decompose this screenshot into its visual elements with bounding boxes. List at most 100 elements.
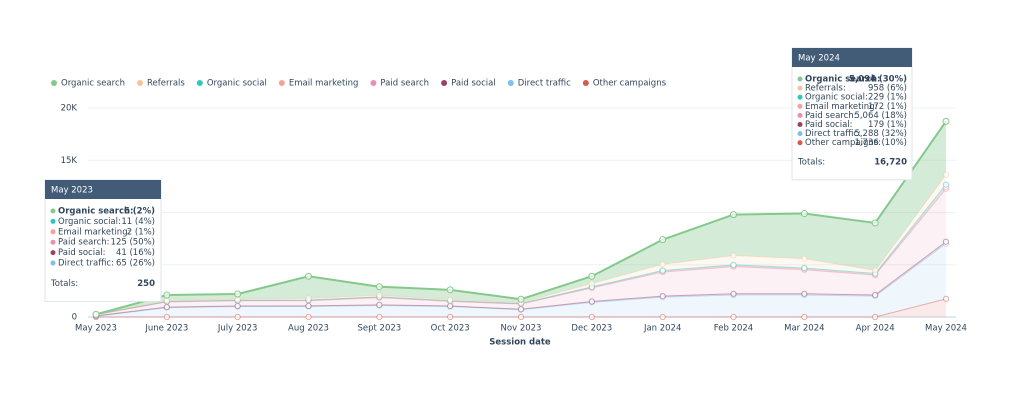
point <box>801 290 808 297</box>
x-tick-label: July 2023 <box>217 324 258 334</box>
point <box>234 302 241 310</box>
tooltip-row-value: 5,288 (32%) <box>854 129 907 139</box>
tooltip-row-name: Paid search: <box>805 111 857 121</box>
point <box>801 313 808 321</box>
point <box>942 117 950 125</box>
x-axis-title: Session date <box>489 338 551 348</box>
point <box>872 267 879 274</box>
tooltip-row-name: Referrals: <box>805 84 846 94</box>
legend-label: Paid search <box>380 79 429 89</box>
x-tick-label: June 2023 <box>144 324 188 334</box>
point <box>376 313 383 321</box>
point <box>659 293 666 300</box>
point <box>517 306 525 313</box>
tooltip-row-name: Paid search: <box>58 238 110 248</box>
point <box>801 264 808 272</box>
tooltip-row-value: 5,094 (30%) <box>849 75 907 85</box>
tooltip-row-value: 6 (2%) <box>124 207 155 217</box>
tooltip: May 2023 Organic search:6 (2%)Organic soc… <box>44 179 162 302</box>
point <box>872 313 879 321</box>
point <box>305 313 312 321</box>
point <box>447 313 454 321</box>
point <box>517 313 525 321</box>
point <box>588 280 595 287</box>
point <box>730 211 737 219</box>
legend-dot <box>370 80 377 86</box>
tooltip-row-name: Email marketing: <box>58 227 130 237</box>
point <box>234 313 241 321</box>
tooltip-row-value: 125 (50%) <box>111 238 155 248</box>
tooltip-dot <box>797 112 803 118</box>
tooltip: May 2024 Organic search:5,094 (30%)Referr… <box>791 47 913 181</box>
point <box>659 267 666 274</box>
legend-dot <box>582 80 589 86</box>
point <box>234 290 242 298</box>
x-tick-label: Dec 2023 <box>571 324 612 334</box>
tooltip-dot <box>50 260 56 266</box>
tooltip-body <box>791 47 913 181</box>
tooltip-row-name: Organic social: <box>805 93 868 103</box>
point <box>376 301 383 308</box>
x-tick-label: May 2024 <box>925 324 967 334</box>
tooltip-dot <box>50 218 56 224</box>
point <box>446 286 454 294</box>
tooltip-row-name: Paid social: <box>58 248 106 258</box>
x-tick-label: Mar 2024 <box>784 324 824 334</box>
point <box>942 295 950 302</box>
tooltip-dot <box>50 208 56 214</box>
point <box>305 272 312 280</box>
tooltip-row-name: Organic social: <box>58 217 121 227</box>
tooltip-dot <box>797 94 803 100</box>
point <box>659 313 666 321</box>
point <box>517 295 525 303</box>
tooltip-row-value: 41 (16%) <box>116 248 155 258</box>
point <box>588 313 595 321</box>
point <box>375 283 383 291</box>
x-tick-label: Nov 2023 <box>501 324 542 334</box>
legend-label: Organic search <box>61 79 125 89</box>
point <box>376 292 383 299</box>
tooltip-dot <box>797 122 803 127</box>
point <box>872 291 879 299</box>
tooltip-row-value: 1,736 (10%) <box>854 138 907 148</box>
tooltip-row-name: Email marketing: <box>805 102 877 112</box>
area-fill <box>96 188 946 316</box>
tooltip-row-value: 5,064 (18%) <box>854 111 907 121</box>
point <box>163 291 171 299</box>
tooltip-dot <box>50 229 56 235</box>
tooltip-total: 16,720 <box>874 157 907 167</box>
tooltip-title: May 2024 <box>798 54 840 64</box>
point <box>447 296 454 303</box>
legend-dot <box>278 80 285 86</box>
tooltip-totals-label: Totals: <box>797 157 825 167</box>
tooltip-dot <box>50 250 56 256</box>
tooltip-body <box>44 179 162 302</box>
point <box>800 210 808 218</box>
point <box>942 181 950 188</box>
legend-label: Direct traffic <box>518 79 571 89</box>
point <box>588 298 595 305</box>
x-tick-label: Oct 2023 <box>431 324 470 334</box>
tooltip-dot <box>797 85 803 91</box>
legend-dot <box>137 80 143 86</box>
x-tick-label: May 2023 <box>75 324 117 334</box>
legend-label: Email marketing <box>289 79 359 89</box>
tooltip-row-value: 229 (1%) <box>868 93 907 103</box>
tooltip-row-value: 172 (1%) <box>868 102 907 112</box>
x-tick-label: Jan 2024 <box>643 324 681 334</box>
x-tick-label: Feb 2024 <box>714 324 753 334</box>
legend-label: Other campaigns <box>593 79 667 89</box>
tooltip-dot <box>797 76 803 82</box>
y-tick-label: 0 <box>72 313 77 323</box>
tooltip-totals-label: Totals: <box>50 279 78 289</box>
tooltip-dot <box>50 239 56 245</box>
tooltip-row-name: Other campaigns: <box>805 138 881 148</box>
x-tick-label: Sept 2023 <box>357 324 401 334</box>
y-tick-label: 15K <box>61 156 78 166</box>
point <box>801 255 808 262</box>
point <box>659 236 667 244</box>
point <box>730 290 737 297</box>
point <box>588 272 596 280</box>
